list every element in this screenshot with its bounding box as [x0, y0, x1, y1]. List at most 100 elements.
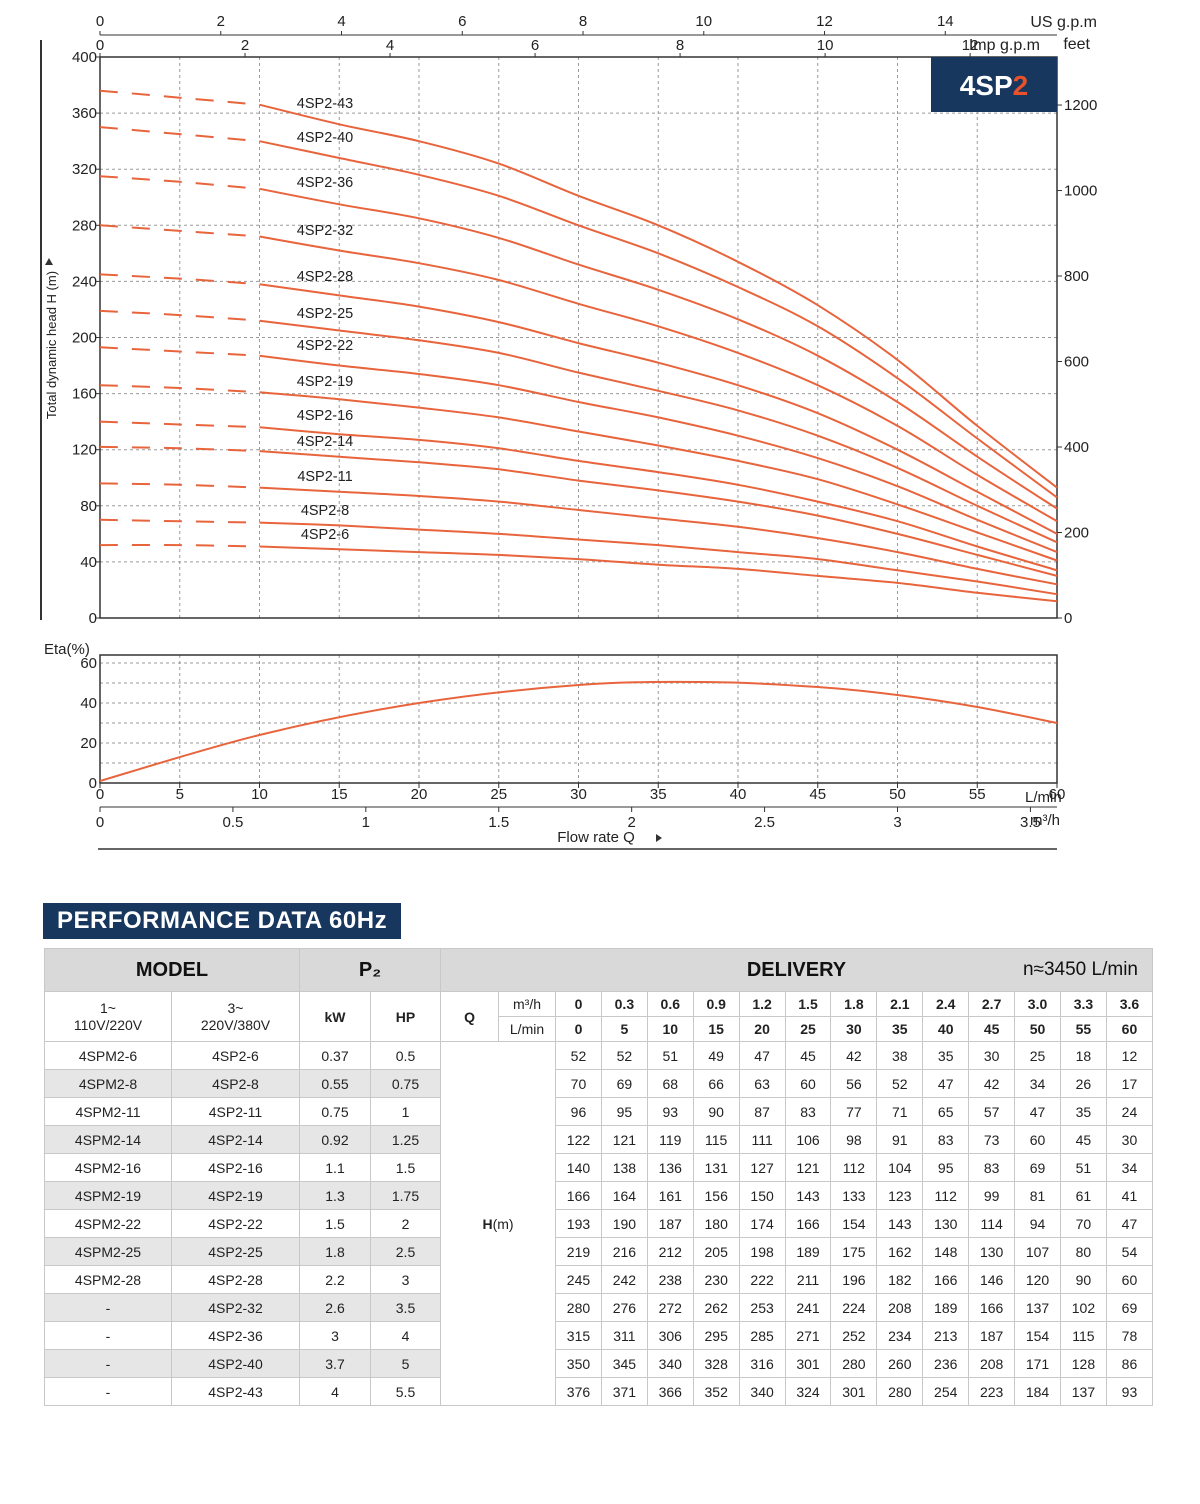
- head-value-cell: 171: [1014, 1349, 1061, 1378]
- head-value-cell: 61: [1059, 1181, 1107, 1210]
- head-value-cell: 93: [1105, 1377, 1154, 1406]
- series-dashed-4SP2-36: [99, 175, 260, 190]
- head-value-cell: 272: [646, 1293, 694, 1322]
- head-value-cell: 182: [876, 1265, 924, 1294]
- head-value-cell: 47: [922, 1069, 970, 1098]
- table-row: 4SPM2-8 4SP2-8 0.55 0.75 70 69 68 66 63 60 56 52 47 4…: [44, 1069, 1154, 1098]
- kw-cell: 0.75: [299, 1097, 371, 1126]
- head-value-cell: 245: [555, 1265, 602, 1294]
- y-tick-label: 280: [72, 217, 97, 234]
- head-value-cell: 115: [1059, 1321, 1107, 1350]
- head-chart-frame: [40, 40, 1058, 620]
- series-label: 4SP2-6: [301, 527, 349, 543]
- series-dashed-4SP2-19: [99, 384, 260, 394]
- head-value-cell: 143: [784, 1181, 832, 1210]
- single-phase-model-cell: 4SPM2-8: [44, 1069, 172, 1098]
- head-value-cell: 30: [968, 1041, 1016, 1070]
- q-lmin-cell: 5: [600, 1016, 648, 1042]
- head-value-cell: 35: [922, 1041, 970, 1070]
- series-label: 4SP2-22: [297, 338, 353, 354]
- right-tick-label: 400: [1064, 439, 1089, 456]
- model-badge: 4SP2: [931, 57, 1057, 112]
- head-value-cell: 213: [922, 1321, 970, 1350]
- kw-cell: 3.7: [299, 1349, 371, 1378]
- series-label: 4SP2-16: [297, 408, 353, 424]
- series-dashed-4SP2-43: [99, 89, 260, 106]
- us-tick-label: 0: [96, 13, 104, 30]
- head-value-cell: 112: [922, 1181, 970, 1210]
- head-value-cell: 190: [600, 1209, 648, 1238]
- head-value-cell: 71: [876, 1097, 924, 1126]
- lmin-tick-label: 35: [650, 786, 667, 803]
- single-phase-model-cell: 4SPM2-28: [44, 1265, 172, 1294]
- q-m3h-cell: 3.0: [1014, 991, 1061, 1017]
- badge-background: [931, 57, 1057, 112]
- head-value-cell: 146: [968, 1265, 1016, 1294]
- head-value-cell: 95: [922, 1153, 970, 1182]
- right-tick-label: 0: [1064, 610, 1072, 627]
- imp-tick-label: 10: [817, 37, 834, 54]
- imp-tick-label: 0: [96, 37, 104, 54]
- right-tick-label: 1000: [1064, 183, 1097, 200]
- q-m3h-cell: 1.2: [738, 991, 786, 1017]
- single-phase-model-cell: -: [44, 1349, 172, 1378]
- head-value-cell: 137: [1014, 1293, 1061, 1322]
- q-m3h-cell: 2.1: [876, 991, 924, 1017]
- head-value-cell: 115: [692, 1125, 740, 1154]
- lmin-tick-label: 50: [889, 786, 906, 803]
- us-tick-label: 12: [816, 13, 833, 30]
- head-value-cell: 315: [555, 1321, 602, 1350]
- lmin-tick-label: 40: [730, 786, 747, 803]
- head-value-cell: 205: [692, 1237, 740, 1266]
- table-row: 4SPM2-14 4SP2-14 0.92 1.25 122 121 119 115 111 10…: [44, 1125, 1154, 1154]
- eta-y-tick-label: 60: [80, 655, 97, 672]
- eta-y-tick-label: 20: [80, 735, 97, 752]
- head-value-cell: 104: [876, 1153, 924, 1182]
- three-phase-model-cell: 4SP2-6: [171, 1041, 300, 1070]
- head-value-cell: 102: [1059, 1293, 1107, 1322]
- head-value-cell: 93: [646, 1097, 694, 1126]
- head-value-cell: 230: [692, 1265, 740, 1294]
- head-value-cell: 47: [1105, 1209, 1154, 1238]
- kw-cell: 1.1: [299, 1153, 371, 1182]
- single-phase-model-cell: 4SPM2-19: [44, 1181, 172, 1210]
- us-tick-label: 10: [695, 13, 712, 30]
- hp-cell: 5.5: [369, 1377, 442, 1406]
- series-dashed-4SP2-28: [99, 273, 260, 286]
- head-value-cell: 56: [830, 1069, 878, 1098]
- head-value-cell: 83: [968, 1153, 1016, 1182]
- us-tick-label: 2: [217, 13, 225, 30]
- head-value-cell: 340: [646, 1349, 694, 1378]
- head-unit: (m): [492, 1215, 514, 1232]
- q-lmin-cell: 55: [1059, 1016, 1107, 1042]
- imp-axis-label: Imp g.p.m: [969, 37, 1040, 54]
- head-value-cell: 140: [555, 1153, 602, 1182]
- head-value-cell: 73: [968, 1125, 1016, 1154]
- head-value-cell: 280: [830, 1349, 878, 1378]
- three-phase-model-cell: 4SP2-19: [171, 1181, 300, 1210]
- head-value-cell: 114: [968, 1209, 1016, 1238]
- y-tick-label: 320: [72, 161, 97, 178]
- head-value-cell: 189: [784, 1237, 832, 1266]
- eta-y-tick-label: 40: [80, 695, 97, 712]
- hp-cell: 4: [369, 1321, 442, 1350]
- table-row: -4SP2-40 3.7 5 350 345 340 328 316 301 280 260 236 2…: [44, 1349, 1154, 1378]
- hp-cell: 3: [369, 1265, 442, 1294]
- head-value-cell: 128: [1059, 1349, 1107, 1378]
- head-value-cell: 161: [646, 1181, 694, 1210]
- q-m3h-cell: 0.9: [692, 991, 740, 1017]
- head-value-cell: 138: [600, 1153, 648, 1182]
- head-value-cell: 212: [646, 1237, 694, 1266]
- head-value-cell: 80: [1059, 1237, 1107, 1266]
- y-tick-label: 80: [80, 498, 97, 515]
- m3h-tick-label: 2.5: [754, 814, 775, 831]
- m3h-tick-label: 3: [893, 814, 901, 831]
- head-value-cell: 196: [830, 1265, 878, 1294]
- eta-y-tick-label: 0: [89, 775, 97, 792]
- flow-arrow-icon: [656, 834, 662, 842]
- head-value-cell: 187: [968, 1321, 1016, 1350]
- head-value-cell: 301: [830, 1377, 878, 1406]
- head-value-cell: 122: [555, 1125, 602, 1154]
- head-value-cell: 123: [876, 1181, 924, 1210]
- head-value-cell: 164: [600, 1181, 648, 1210]
